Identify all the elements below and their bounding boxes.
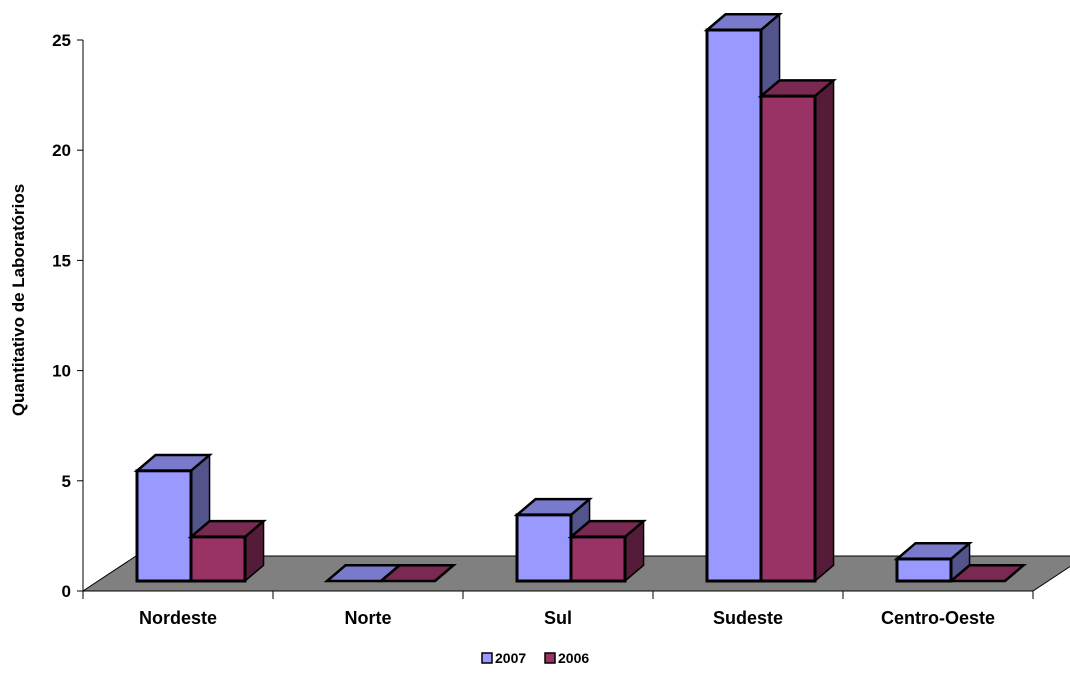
x-category-label: Nordeste bbox=[139, 608, 217, 628]
y-tick-label: 0 bbox=[62, 582, 71, 601]
y-tick-label: 20 bbox=[52, 141, 71, 160]
x-category-label: Sul bbox=[544, 608, 572, 628]
bar-2006-nordeste bbox=[187, 519, 267, 583]
bar-2006-sudeste bbox=[757, 78, 837, 583]
x-category-label: Centro-Oeste bbox=[881, 608, 995, 628]
x-category-label: Norte bbox=[344, 608, 391, 628]
y-tick-label: 10 bbox=[52, 362, 71, 381]
legend-label-2006: 2006 bbox=[558, 650, 589, 666]
bar-2007-centro-oeste bbox=[893, 541, 973, 583]
legend-label-2007: 2007 bbox=[495, 650, 526, 666]
labels: 0 5 10 15 20 25 Nordeste Norte Sul Sudeste Centro-… bbox=[52, 31, 995, 628]
bar-2006-norte bbox=[377, 564, 457, 583]
bar-2006-centro-oeste bbox=[947, 564, 1027, 583]
y-tick-label: 15 bbox=[52, 251, 71, 270]
x-category-label: Sudeste bbox=[713, 608, 783, 628]
legend-swatch-2006 bbox=[544, 652, 556, 664]
bar-2006-sul bbox=[567, 519, 647, 583]
y-tick-label: 5 bbox=[62, 472, 71, 491]
y-axis-title: Quantitativo de Laboratórios bbox=[9, 184, 28, 416]
legend-swatch-2007 bbox=[481, 652, 493, 664]
legend: 2007 2006 bbox=[481, 650, 589, 666]
bars bbox=[133, 12, 1027, 583]
y-tick-label: 25 bbox=[52, 31, 71, 50]
axes bbox=[77, 39, 1034, 599]
